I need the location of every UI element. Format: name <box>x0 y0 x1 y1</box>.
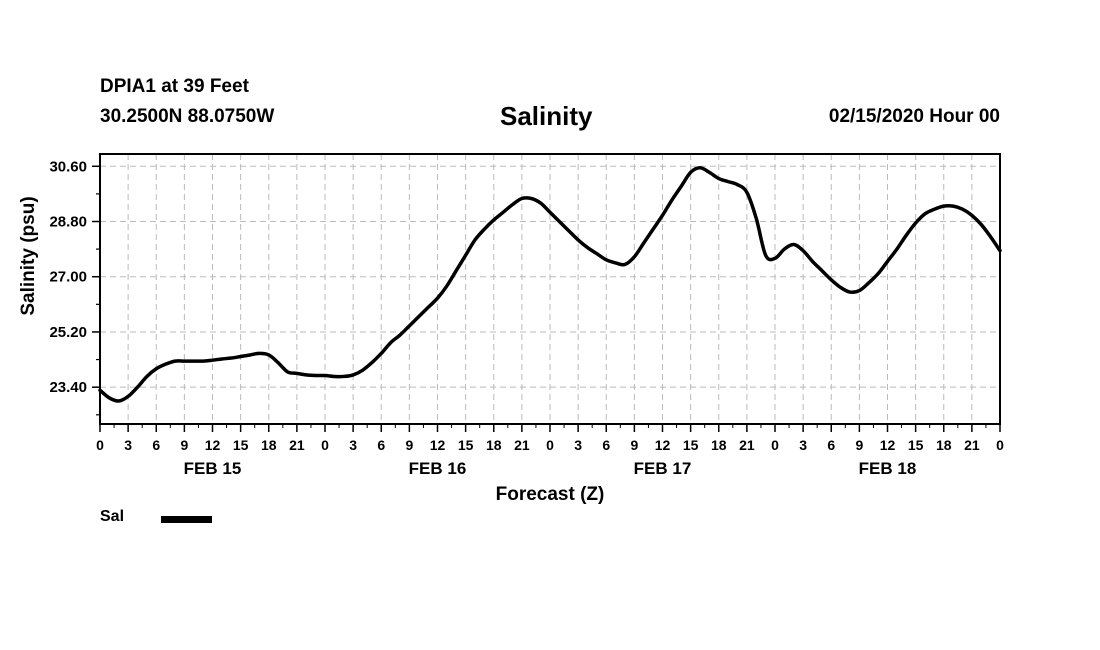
x-axis-label: Forecast (Z) <box>496 484 605 505</box>
y-tick-label: 27.00 <box>49 269 87 286</box>
x-tick-label: 0 <box>321 437 329 453</box>
x-tick-label: 12 <box>430 437 446 453</box>
x-tick-label: 12 <box>205 437 221 453</box>
x-tick-label: 21 <box>739 437 755 453</box>
x-tick-label: 15 <box>683 437 699 453</box>
x-tick-label: 0 <box>996 437 1004 453</box>
x-tick-label: 9 <box>855 437 863 453</box>
coordinates-label: 30.2500N 88.0750W <box>100 106 275 127</box>
y-tick-label: 23.40 <box>49 379 87 396</box>
day-label: FEB 16 <box>409 459 467 478</box>
legend-swatch-sal <box>161 516 212 523</box>
x-tick-label: 15 <box>908 437 924 453</box>
x-tick-label: 18 <box>486 437 502 453</box>
day-labels: FEB 15 FEB 16 FEB 17 FEB 18 <box>184 459 917 478</box>
day-label: FEB 18 <box>859 459 917 478</box>
x-tick-label: 21 <box>289 437 305 453</box>
x-tick-label: 0 <box>546 437 554 453</box>
x-tick-label: 3 <box>574 437 582 453</box>
x-tick-label: 0 <box>771 437 779 453</box>
x-tick-label: 15 <box>458 437 474 453</box>
x-tick-label: 9 <box>180 437 188 453</box>
x-tick-label: 12 <box>880 437 896 453</box>
day-label: FEB 17 <box>634 459 692 478</box>
day-label: FEB 15 <box>184 459 242 478</box>
y-tick-label: 28.80 <box>49 214 87 231</box>
y-tick-label: 30.60 <box>49 158 87 175</box>
x-tick-label: 21 <box>514 437 530 453</box>
forecast-datetime: 02/15/2020 Hour 00 <box>828 106 1000 127</box>
x-tick-label: 6 <box>377 437 385 453</box>
chart-title: Salinity <box>500 101 593 131</box>
plot-frame <box>99 153 1001 425</box>
x-tick-label: 9 <box>630 437 638 453</box>
x-tick-label: 3 <box>349 437 357 453</box>
legend-label-sal: Sal <box>100 508 125 525</box>
x-axis-ticks: 0 3 6 9 12 15 18 21 0 3 6 9 12 15 18 21 0 3 6 9 12 15 18 21 0 3 6 9… <box>96 424 1004 453</box>
grid-lines <box>100 154 1000 424</box>
station-label: DPIA1 at 39 Feet <box>100 76 249 97</box>
x-tick-label: 6 <box>152 437 160 453</box>
x-tick-label: 0 <box>96 437 104 453</box>
y-axis-ticks: 23.40 25.20 27.00 28.80 30.60 <box>49 158 100 416</box>
x-tick-label: 18 <box>711 437 727 453</box>
x-tick-label: 6 <box>602 437 610 453</box>
x-tick-label: 9 <box>405 437 413 453</box>
y-tick-label: 25.20 <box>49 324 87 341</box>
x-tick-label: 3 <box>799 437 807 453</box>
x-tick-label: 21 <box>964 437 980 453</box>
x-tick-label: 3 <box>124 437 132 453</box>
x-tick-label: 6 <box>827 437 835 453</box>
series-line-sal <box>98 166 1002 403</box>
x-tick-label: 18 <box>261 437 277 453</box>
x-tick-label: 15 <box>233 437 249 453</box>
y-axis-label: Salinity (psu) <box>18 196 39 315</box>
x-tick-label: 18 <box>936 437 952 453</box>
x-tick-label: 12 <box>655 437 671 453</box>
